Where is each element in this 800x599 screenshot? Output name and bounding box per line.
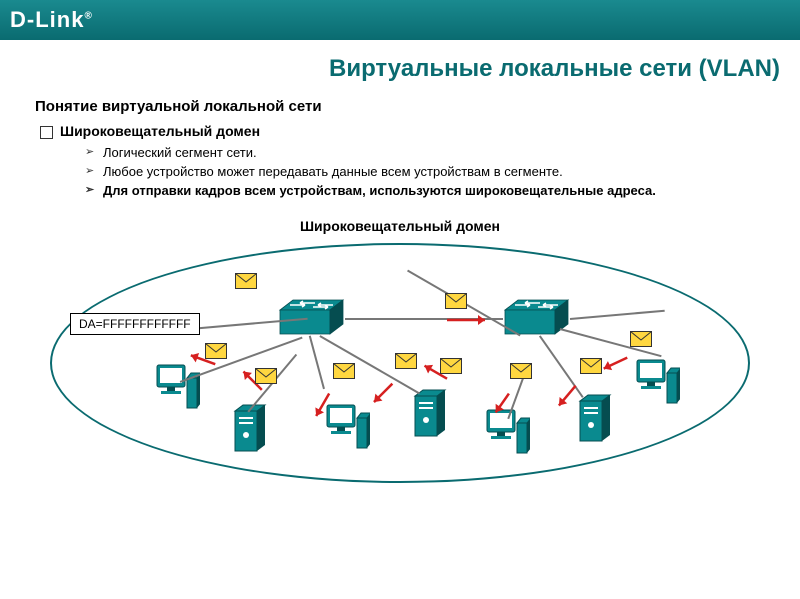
network-diagram: Широковещательный домен DA=FFFFFFFFFFFF [40,213,760,513]
tower-icon [570,393,615,443]
pc-icon [155,363,200,413]
bullet-sub-3: Для отправки кадров всем устройствам, ис… [85,183,765,198]
envelope-icon [445,293,467,309]
header: D-Link® [0,0,800,40]
envelope-icon [510,363,532,379]
envelope-icon [333,363,355,379]
switch-icon [275,298,345,336]
envelope-icon [440,358,462,374]
bullet-sub-2: Любое устройство может передавать данные… [85,164,765,179]
broadcast-arrow [445,313,495,332]
envelope-icon [580,358,602,374]
envelope-icon [255,368,277,384]
subtitle: Понятие виртуальной локальной сети [35,98,765,115]
content: Понятие виртуальной локальной сети Широк… [0,88,800,523]
pc-icon [325,403,370,453]
page-title: Виртуальные локальные сети (VLAN) [0,40,800,88]
bullet-sub-1: Логический сегмент сети. [85,145,765,160]
envelope-icon [395,353,417,369]
envelope-icon [235,273,257,289]
da-address-box: DA=FFFFFFFFFFFF [70,313,200,335]
envelope-icon [630,331,652,347]
pc-icon [635,358,680,408]
tower-icon [405,388,450,438]
domain-label: Широковещательный домен [300,218,500,234]
logo: D-Link® [10,7,93,33]
envelope-icon [205,343,227,359]
bullet-main: Широковещательный домен [40,123,765,139]
